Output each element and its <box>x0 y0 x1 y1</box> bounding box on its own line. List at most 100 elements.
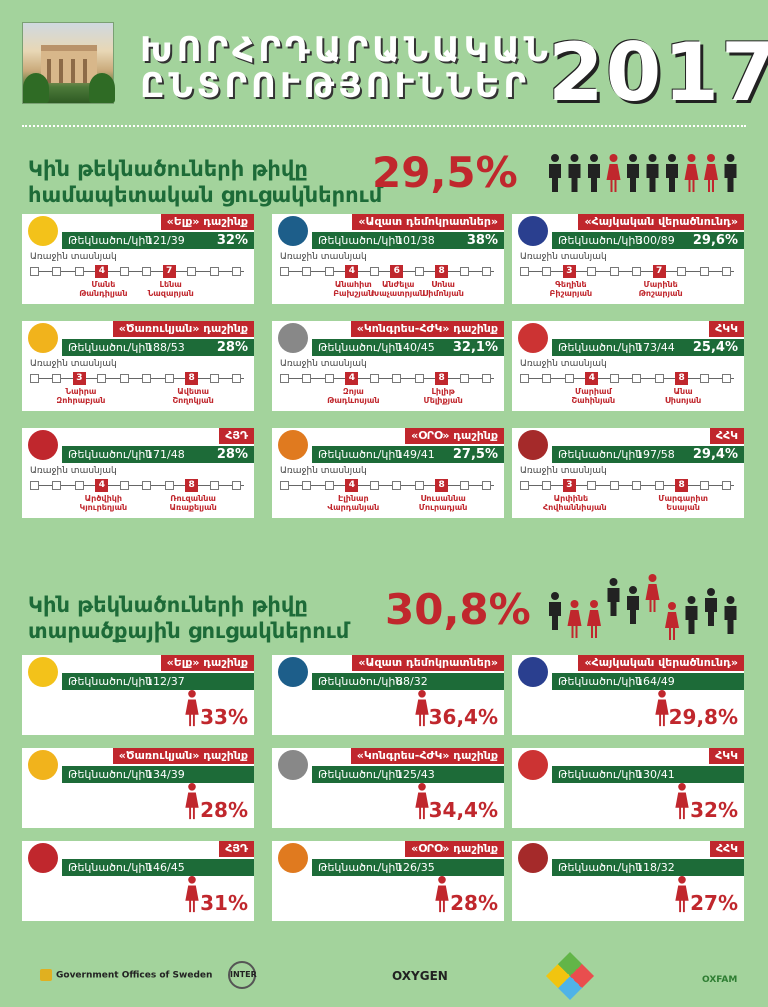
position-slot <box>209 374 219 383</box>
position-slot <box>302 374 312 383</box>
candidates-count: 134/39 <box>146 768 185 781</box>
regional-card: «Կոնգրես-ՀԺԿ» դաշինք Թեկնածու/կին 125/43 … <box>272 748 504 828</box>
candidates-count: 140/45 <box>396 341 435 354</box>
position-slot <box>459 374 469 383</box>
candidates-bar: Թեկնածու/կին 101/38 38% <box>312 232 504 249</box>
party-name: ՀՀԿ <box>709 428 744 444</box>
party-name: «Ելք» դաշինք <box>160 655 254 671</box>
veratsnund-logo <box>518 657 548 687</box>
women-percent: 28% <box>200 798 248 822</box>
female-icon <box>675 783 689 820</box>
party-name: «Հայկական վերածնունդ» <box>578 214 744 230</box>
position-slot <box>632 267 642 276</box>
candidates-label: Թեկնածու/կին <box>558 341 643 354</box>
position-slot <box>52 267 62 276</box>
regional-card: ՀԿԿ Թեկնածու/կին 130/41 32% <box>512 748 744 828</box>
position-slot <box>520 374 529 383</box>
position-slot <box>482 481 491 490</box>
people-icons-1 <box>549 154 737 192</box>
position-slot <box>280 374 289 383</box>
male-icon <box>590 154 598 162</box>
woman-position: 7 <box>162 265 176 278</box>
women-percent: 28% <box>216 447 248 462</box>
female-icon <box>188 876 196 884</box>
position-slot <box>209 481 219 490</box>
party-name: «ՕՐՕ» դաշինք <box>405 428 504 444</box>
position-slot <box>119 374 129 383</box>
woman-name: Էլինար Վարդանյան <box>327 494 380 512</box>
women-percent: 38% <box>466 233 498 248</box>
female-icon <box>590 600 598 608</box>
national-card: ՀԿԿ Թեկնածու/կին 173/44 25,4% Առաջին տասնյ… <box>512 321 744 411</box>
position-slot <box>30 374 39 383</box>
party-name: «Ծառուկյան» դաշինք <box>112 321 254 337</box>
position-slot <box>609 267 619 276</box>
male-icon <box>629 154 637 162</box>
footer: Government Offices of Sweden INTER OXYGE… <box>0 951 768 1007</box>
candidates-bar: Թեկնածու/կին 126/35 <box>312 859 504 876</box>
male-icon <box>648 154 657 162</box>
candidates-label: Թեկնածու/կին <box>318 675 403 688</box>
women-percent: 25,4% <box>692 340 738 355</box>
woman-name: Նաիրա Զոհրաբյան <box>56 387 106 405</box>
position-slot <box>369 267 379 276</box>
woman-name: Գեղինե Բիշարյան <box>549 280 593 298</box>
women-percent: 32,1% <box>452 340 498 355</box>
position-slot <box>52 481 62 490</box>
candidates-bar: Թեկնածու/կին 118/32 <box>552 859 744 876</box>
candidates-bar: Թեկնածու/կին 121/39 32% <box>62 232 254 249</box>
position-slot <box>74 481 84 490</box>
party-name: ՀՅԴ <box>219 841 254 857</box>
position-slot <box>232 481 241 490</box>
woman-name: Արփինե Հովհաննիսյան <box>542 494 607 512</box>
position-slot <box>164 374 174 383</box>
oro-logo <box>278 843 308 873</box>
candidates-count: 130/41 <box>636 768 675 781</box>
candidates-count: 118/32 <box>636 861 675 874</box>
woman-name: Լիլիթ Մելիքյան <box>423 387 463 405</box>
women-percent: 33% <box>200 705 248 729</box>
regional-card: «Ծառուկյան» դաշինք Թեկնածու/կին 134/39 28… <box>22 748 254 828</box>
candidates-bar: Թեկնածու/կին 171/48 28% <box>62 446 254 463</box>
position-slot <box>564 374 574 383</box>
tsarukyan-logo <box>28 750 58 780</box>
position-slot <box>52 374 62 383</box>
party-name: «Ելք» դաշինք <box>160 214 254 230</box>
candidates-label: Թեկնածու/կին <box>318 448 403 461</box>
candidates-label: Թեկնածու/կին <box>68 861 153 874</box>
woman-position: 8 <box>675 372 689 385</box>
national-card: ՀՀԿ Թեկնածու/կին 197/58 29,4% Առաջին տասնյ… <box>512 428 744 518</box>
candidates-count: 126/35 <box>396 861 435 874</box>
woman-position: 4 <box>585 372 599 385</box>
male-icon <box>609 578 618 586</box>
position-slot <box>677 267 687 276</box>
female-icon <box>658 690 666 698</box>
regional-card: ՀՅԴ Թեկնածու/կին 146/45 31% <box>22 841 254 921</box>
position-slot <box>164 481 174 490</box>
inter-logo: INTER <box>228 961 257 989</box>
women-percent: 29,6% <box>692 233 738 248</box>
female-icon <box>418 690 426 698</box>
position-slot <box>119 267 129 276</box>
regional-card: «ՕՐՕ» դաշինք Թեկնածու/կին 126/35 28% <box>272 841 504 921</box>
male-icon <box>551 154 559 162</box>
top-ten-track: 4 Մանե Թանդիլյան 7 Լենա Նազարյան <box>30 265 244 298</box>
azat-logo <box>278 657 308 687</box>
section2-percent: 30,8% <box>385 585 531 634</box>
candidates-label: Թեկնածու/կին <box>68 675 153 688</box>
top-ten-track: 4 Արծվիկի Կյուրեղյան 8 Ռուզաննա Առաքելյան <box>30 479 244 512</box>
candidates-bar: Թեկնածու/կին 164/49 <box>552 673 744 690</box>
women-percent: 27% <box>690 891 738 915</box>
candidates-count: 164/49 <box>636 675 675 688</box>
female-icon <box>609 154 618 162</box>
people-icons-2 <box>549 574 737 640</box>
position-slot <box>632 374 642 383</box>
woman-position: 8 <box>435 479 449 492</box>
woman-position: 4 <box>345 372 359 385</box>
male-icon <box>707 588 715 596</box>
position-slot <box>654 374 664 383</box>
candidates-count: 121/39 <box>146 234 185 247</box>
party-name: «Կոնգրես-ՀԺԿ» դաշինք <box>350 748 504 764</box>
female-icon <box>188 690 196 698</box>
veratsnund-logo <box>518 216 548 246</box>
